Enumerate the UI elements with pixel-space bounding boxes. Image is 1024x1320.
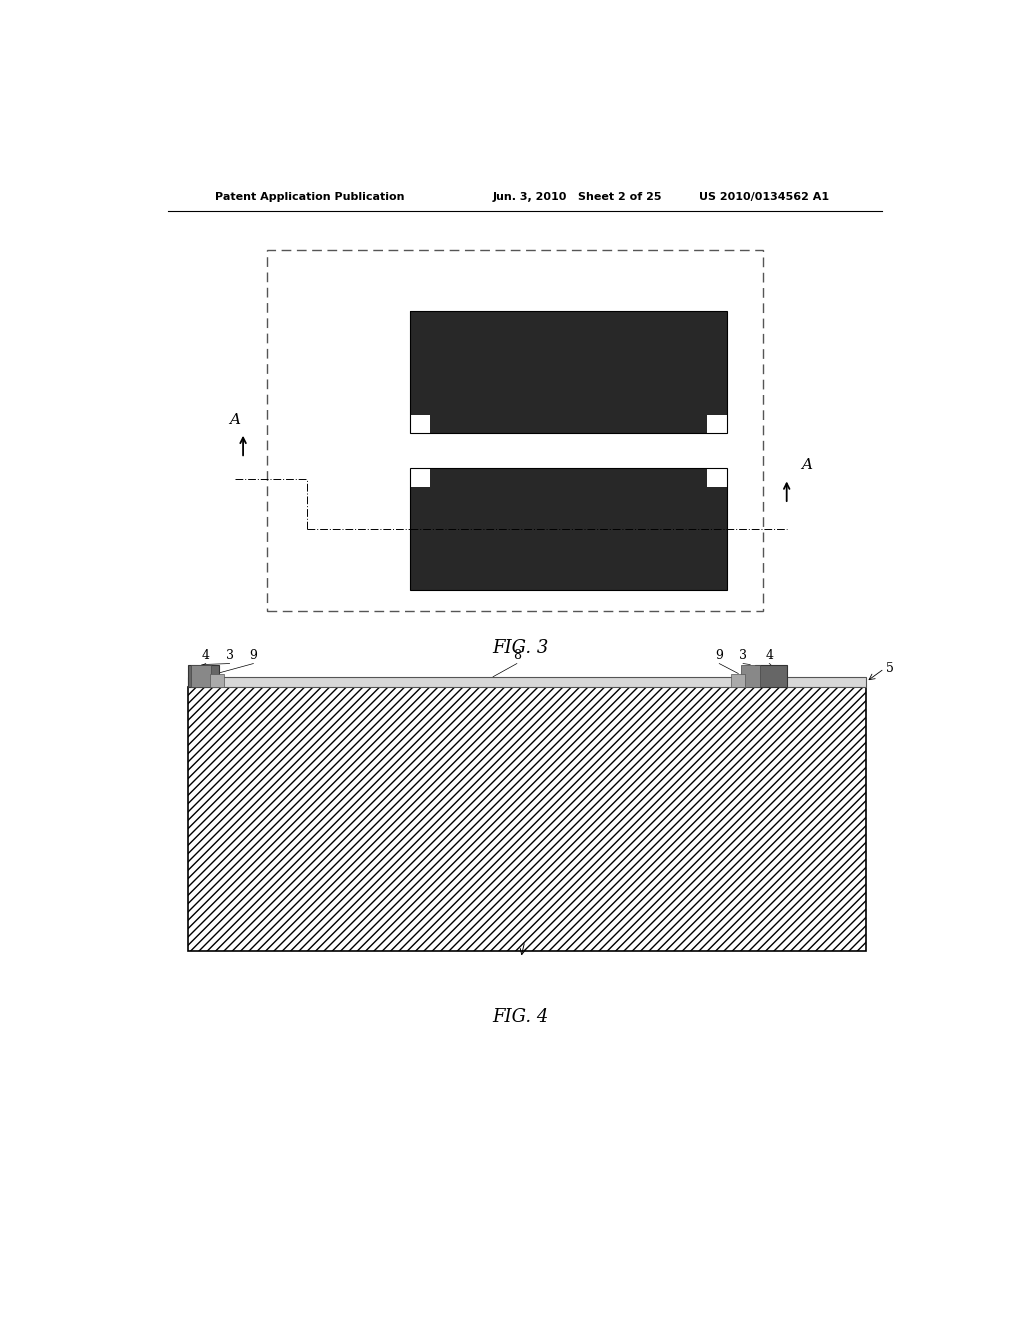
Text: 3: 3	[739, 648, 748, 661]
Text: FIG. 4: FIG. 4	[493, 1008, 549, 1026]
Bar	[731, 673, 745, 686]
Bar	[410, 312, 727, 433]
Bar	[267, 249, 763, 611]
Text: 4: 4	[202, 648, 210, 661]
Bar	[191, 664, 211, 686]
Bar	[755, 664, 786, 686]
Text: 5: 5	[886, 663, 894, 675]
Text: US 2010/0134562 A1: US 2010/0134562 A1	[699, 191, 829, 202]
Text: Patent Application Publication: Patent Application Publication	[215, 191, 404, 202]
Text: 3: 3	[225, 648, 233, 661]
Bar	[410, 469, 727, 590]
Text: A: A	[229, 413, 241, 426]
Text: Jun. 3, 2010   Sheet 2 of 25: Jun. 3, 2010 Sheet 2 of 25	[494, 191, 663, 202]
Text: 8: 8	[513, 648, 521, 661]
Bar	[187, 664, 219, 686]
Bar	[410, 414, 430, 433]
Bar	[740, 664, 761, 686]
Bar	[410, 312, 727, 433]
Text: 9: 9	[716, 648, 723, 661]
Text: 4: 4	[765, 648, 773, 661]
Bar	[210, 673, 224, 686]
Bar	[410, 469, 727, 590]
Bar	[708, 414, 727, 433]
Bar	[187, 686, 866, 952]
Text: FIG. 3: FIG. 3	[493, 639, 549, 657]
Bar	[410, 469, 430, 487]
Text: A: A	[801, 458, 812, 473]
Bar	[708, 469, 727, 487]
Text: 9: 9	[250, 648, 257, 661]
Bar	[187, 677, 866, 686]
